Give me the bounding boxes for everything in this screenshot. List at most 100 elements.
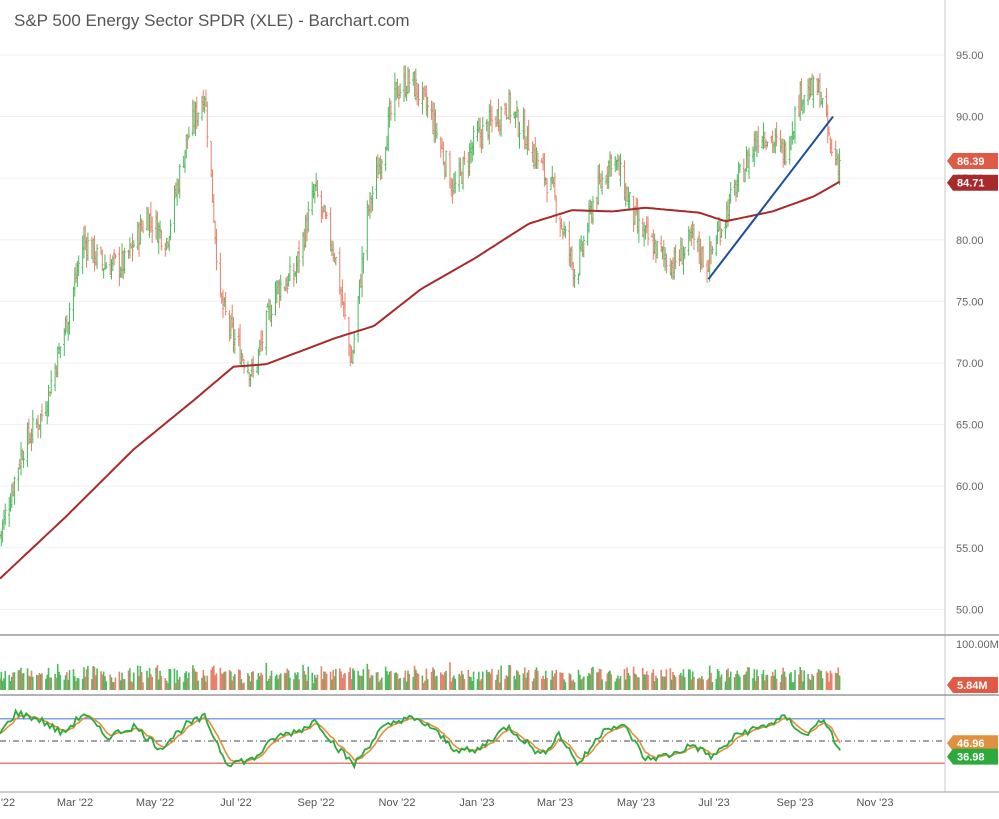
volume-bar — [681, 675, 683, 690]
volume-bar — [454, 678, 457, 690]
volume-bar — [451, 677, 454, 690]
volume-bar — [724, 681, 727, 690]
volume-bar — [37, 675, 39, 690]
volume-bar — [214, 675, 216, 690]
volume-bar — [784, 676, 787, 690]
volume-bar — [140, 671, 143, 690]
volume-bar — [379, 679, 382, 690]
volume-bar — [834, 672, 837, 690]
volume-bar — [211, 667, 214, 690]
trendline[interactable] — [707, 115, 834, 280]
volume-bar — [560, 673, 563, 690]
volume-bar — [794, 670, 796, 690]
volume-bar — [237, 669, 240, 690]
volume-bar — [816, 672, 819, 690]
volume-bar — [757, 676, 760, 690]
volume-bar — [105, 681, 108, 690]
volume-bar — [836, 673, 838, 690]
volume-bar — [269, 675, 272, 690]
volume-bar — [531, 681, 534, 690]
volume-bar — [387, 674, 390, 690]
volume-bar — [127, 670, 130, 690]
volume-bar — [277, 678, 279, 690]
volume-bar — [239, 670, 241, 690]
volume-bar — [453, 675, 455, 690]
volume-bar — [206, 675, 209, 690]
volume-bar — [378, 681, 380, 690]
volume-bar — [651, 672, 653, 690]
trendline-line[interactable] — [707, 115, 834, 280]
volume-bar — [139, 666, 142, 690]
volume-bar — [470, 676, 472, 690]
volume-bar — [656, 678, 659, 690]
volume-bar — [338, 668, 341, 690]
volume-bar — [192, 665, 194, 690]
volume-bar — [320, 666, 323, 690]
volume-bar — [72, 669, 75, 690]
volume-bar — [289, 677, 291, 690]
volume-bar — [499, 682, 501, 690]
volume-bar — [514, 679, 517, 690]
volume-bar — [781, 674, 783, 690]
volume-bar — [384, 666, 387, 690]
volume-bar — [495, 679, 497, 690]
volume-bar — [279, 673, 282, 690]
volume-bar — [287, 670, 290, 690]
volume-bar — [588, 672, 590, 690]
volume-bar — [30, 670, 33, 690]
stochastic-oscillator — [0, 708, 945, 770]
volume-bar — [304, 674, 307, 690]
volume-bar — [687, 669, 690, 690]
volume-bar — [85, 669, 88, 690]
volume-bar — [367, 669, 370, 690]
volume-bar — [21, 673, 24, 690]
volume-bar — [472, 671, 475, 690]
volume-bar — [693, 676, 695, 690]
x-tick-label: Sep '22 — [298, 797, 335, 809]
volume-bar — [590, 667, 593, 690]
volume-bar — [361, 676, 363, 690]
volume-bar — [802, 681, 804, 690]
volume-bar — [463, 679, 466, 690]
volume-bar — [266, 680, 269, 690]
volume-bar — [690, 679, 693, 690]
volume-bars — [0, 662, 841, 690]
volume-bar — [156, 665, 159, 690]
volume-bar — [523, 667, 526, 690]
volume-bar — [450, 681, 453, 690]
volume-bar — [94, 675, 97, 690]
volume-bar — [306, 680, 308, 690]
volume-bar — [610, 674, 613, 690]
chart-title: S&P 500 Energy Sector SPDR (XLE) - Barch… — [14, 11, 410, 30]
volume-bar — [505, 675, 508, 690]
volume-bar — [718, 670, 720, 690]
volume-bar — [551, 670, 554, 690]
volume-bar — [31, 676, 34, 690]
volume-bar — [185, 671, 188, 690]
volume-bar — [817, 669, 820, 690]
volume-bar — [497, 669, 500, 690]
volume-bar — [436, 675, 438, 690]
volume-bar — [581, 678, 584, 690]
volume-bar — [642, 668, 644, 690]
volume-bar — [29, 676, 31, 690]
volume-bar — [165, 680, 168, 690]
volume-bar — [579, 674, 581, 690]
volume-bar — [224, 671, 227, 690]
volume-bar — [517, 671, 519, 690]
volume-bar — [147, 677, 150, 690]
volume-bar — [662, 676, 665, 690]
ma-badge: 84.71 — [957, 178, 985, 190]
volume-bar — [716, 668, 719, 690]
volume-bar — [540, 678, 543, 690]
volume-bar — [442, 675, 445, 690]
volume-bar — [522, 673, 525, 690]
volume-bar — [413, 665, 416, 690]
volume-bar — [496, 674, 498, 690]
volume-bar — [736, 670, 739, 690]
stoch-k-badge-bg — [947, 748, 998, 765]
volume-bar — [533, 678, 535, 690]
volume-bar — [357, 670, 359, 690]
ma-line — [0, 180, 841, 580]
